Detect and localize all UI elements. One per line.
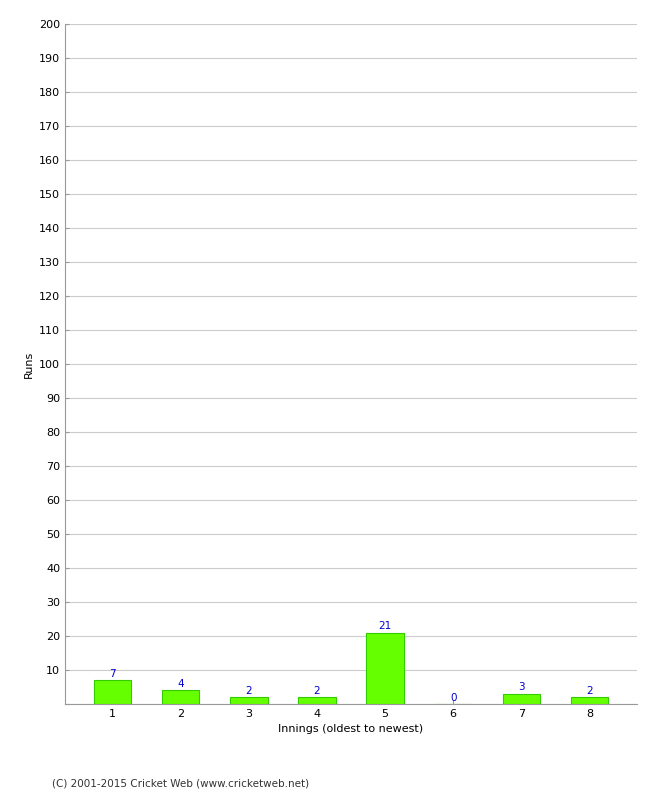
Text: 2: 2 — [246, 686, 252, 696]
Bar — [502, 694, 540, 704]
Text: 21: 21 — [378, 622, 392, 631]
Bar — [367, 633, 404, 704]
Text: 2: 2 — [314, 686, 320, 696]
Text: 7: 7 — [109, 669, 116, 679]
Bar — [94, 680, 131, 704]
Text: 2: 2 — [586, 686, 593, 696]
Text: 4: 4 — [177, 679, 184, 689]
Text: (C) 2001-2015 Cricket Web (www.cricketweb.net): (C) 2001-2015 Cricket Web (www.cricketwe… — [52, 778, 309, 788]
Bar — [230, 697, 268, 704]
Text: 3: 3 — [518, 682, 525, 693]
Bar — [298, 697, 335, 704]
Bar — [571, 697, 608, 704]
Y-axis label: Runs: Runs — [23, 350, 33, 378]
Text: 0: 0 — [450, 693, 456, 702]
Bar — [162, 690, 200, 704]
X-axis label: Innings (oldest to newest): Innings (oldest to newest) — [278, 725, 424, 734]
